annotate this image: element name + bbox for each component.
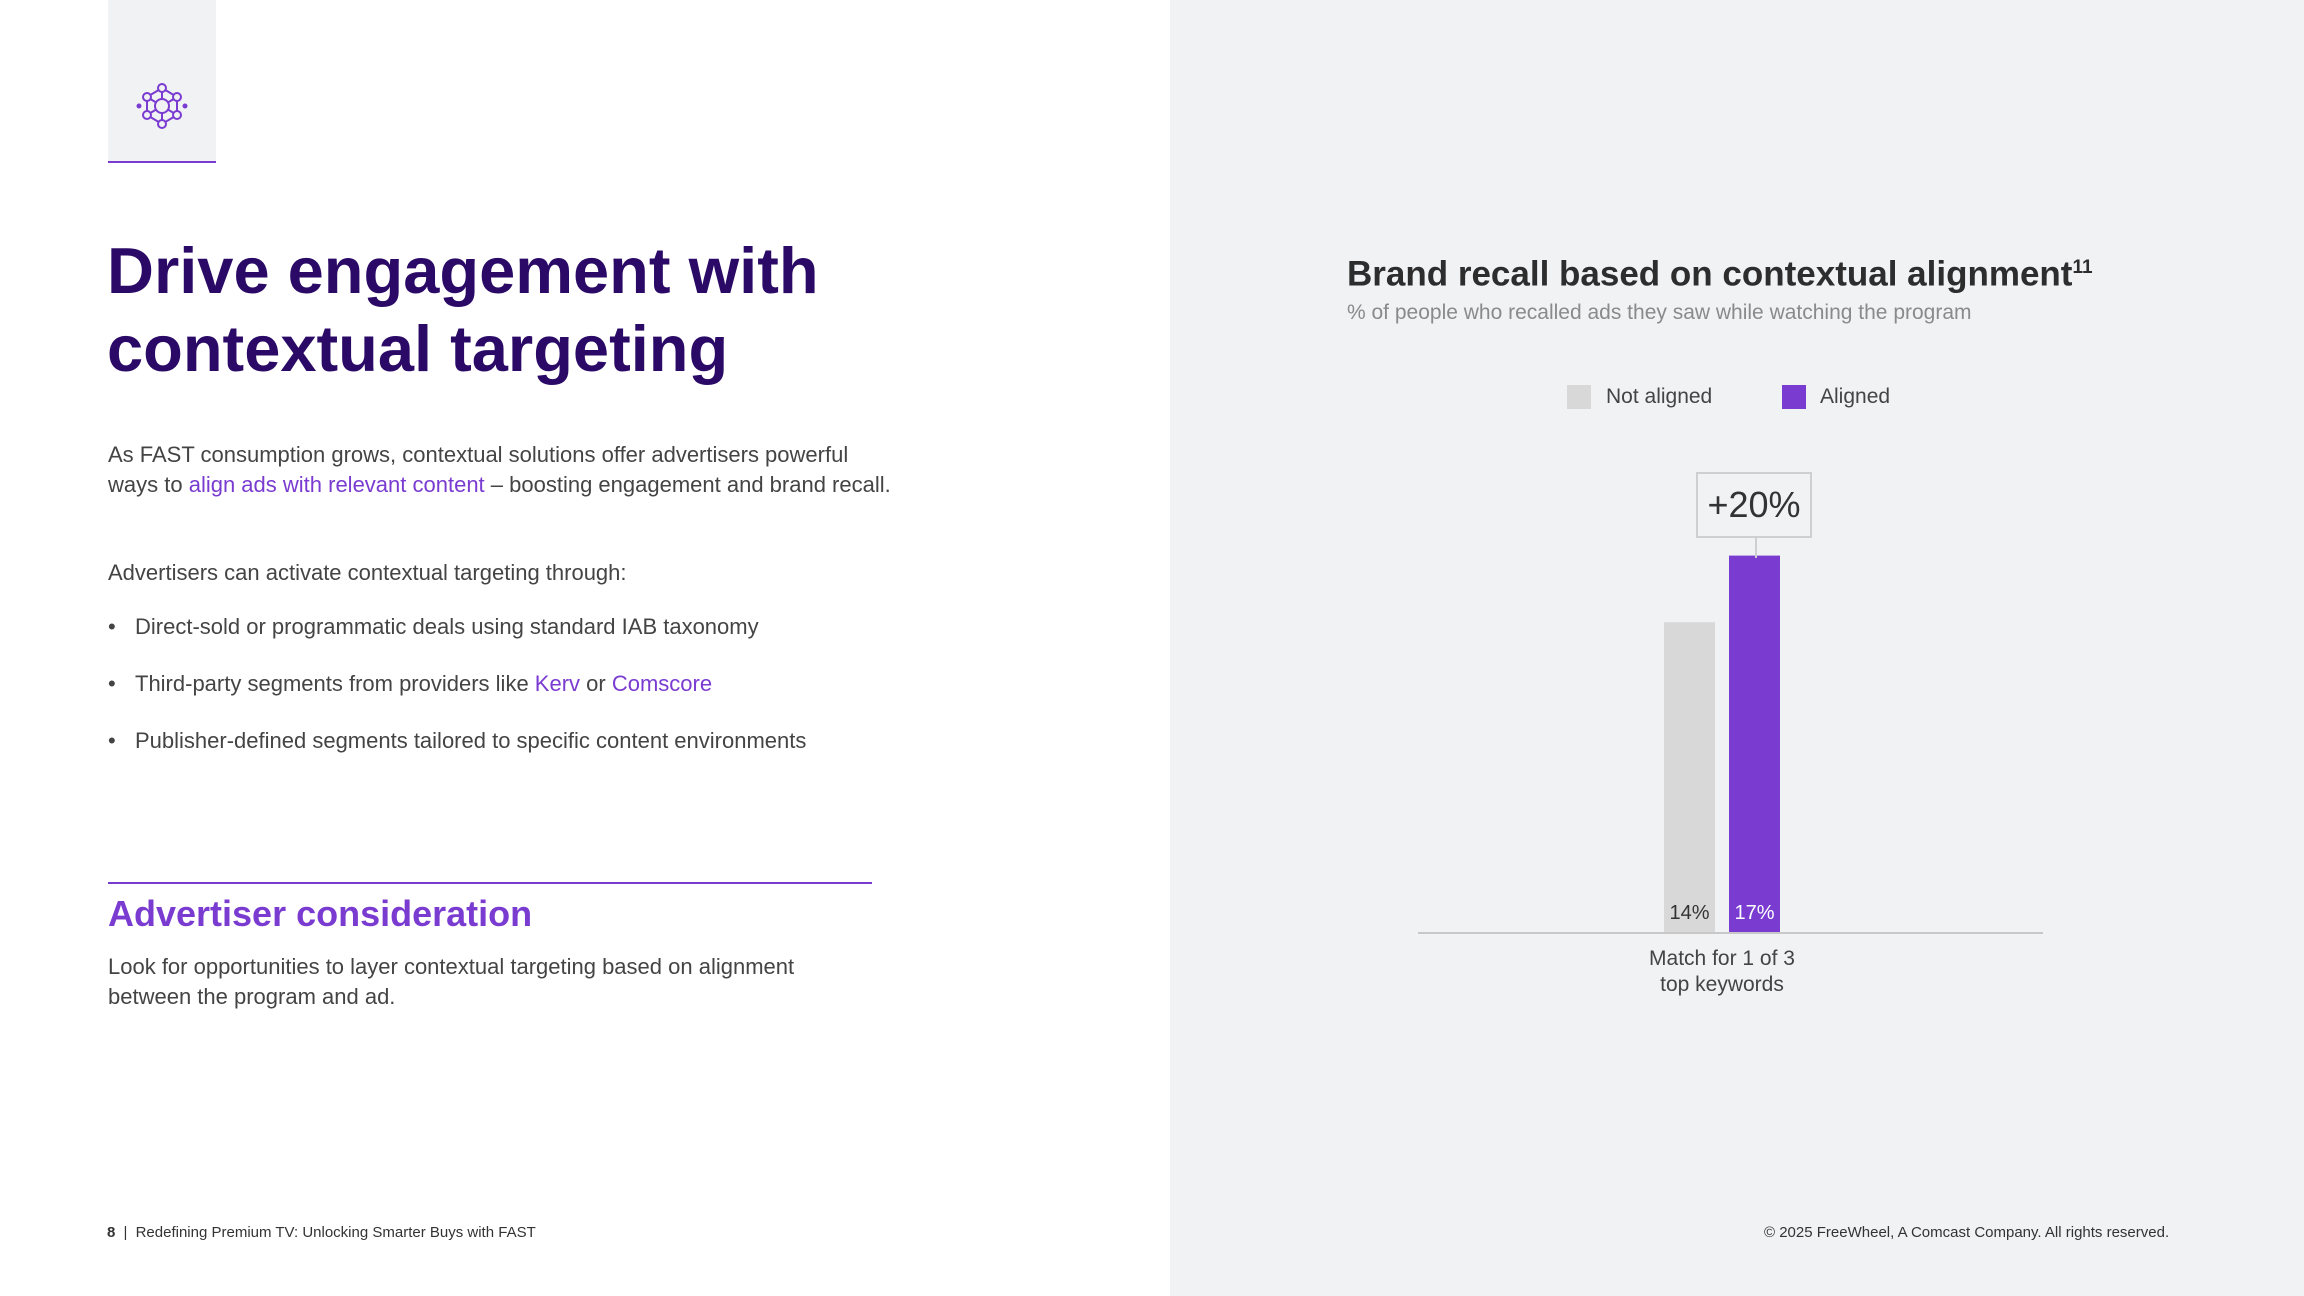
bullet-1-text: Direct-sold or programmatic deals using … (135, 614, 759, 639)
bar-value-label-not-aligned: 14% (1669, 902, 1710, 924)
footer-left: 8 | Redefining Premium TV: Unlocking Sma… (107, 1223, 536, 1243)
list-item: • Direct-sold or programmatic deals using… (108, 614, 759, 639)
align-ads-link[interactable]: align ads with relevant content (188, 472, 485, 497)
intro-text-2: – boosting engagement and brand recall. (484, 472, 891, 497)
footer-separator: | (123, 1224, 128, 1241)
consideration-body: Look for opportunities to layer contextu… (108, 954, 795, 1009)
consideration-title: Advertiser consideration (108, 893, 533, 934)
chart-title-footnote: 11 (2072, 257, 2093, 278)
chart-title: Brand recall based on contextual alignme… (1347, 243, 2093, 300)
footer-doc-title: Redefining Premium TV: Unlocking Smarter… (135, 1224, 536, 1241)
chart-panel (1170, 0, 2304, 1296)
legend-swatch-aligned (1782, 385, 1806, 409)
intro-text-1: As FAST consumption grows, contextual so… (108, 442, 849, 497)
page-title: Drive engagement with contextual targeti… (107, 232, 987, 388)
consideration-divider (108, 882, 872, 884)
callout-connector (1755, 538, 1757, 558)
network-icon (136, 83, 188, 129)
category-line-1: Match for 1 of 3 (1649, 947, 1795, 970)
title-line-1: Drive engagement with (107, 234, 819, 307)
page-number: 8 (107, 1224, 116, 1241)
list-item: • Publisher-defined segments tailored to … (108, 728, 807, 753)
chart-title-text: Brand recall based on contextual alignme… (1347, 254, 2073, 294)
bar-value-label-aligned: 17% (1734, 902, 1775, 924)
legend-label-not-aligned: Not aligned (1606, 385, 1713, 408)
activate-text: Advertisers can activate contextual targ… (108, 560, 627, 585)
x-axis-category-label: Match for 1 of 3 top keywords (1590, 946, 1854, 998)
category-line-2: top keywords (1660, 973, 1784, 996)
difference-callout: +20% (1696, 472, 1812, 538)
legend-swatch-not-aligned (1567, 385, 1591, 409)
bullet-3-text: Publisher-defined segments tailored to s… (135, 728, 807, 753)
list-item: • Third-party segments from providers lik… (108, 671, 713, 696)
bullet-2-mid: or (580, 671, 612, 696)
icon-tab (108, 0, 216, 163)
kerv-link[interactable]: Kerv (534, 671, 581, 696)
bullet-list: • Direct-sold or programmatic deals using… (108, 612, 806, 783)
bullet-2-prefix: Third-party segments from providers like (135, 671, 535, 696)
chart-subtitle: % of people who recalled ads they saw wh… (1347, 301, 1972, 324)
title-line-2: contextual targeting (107, 312, 729, 385)
legend-label-aligned: Aligned (1820, 385, 1891, 408)
comscore-link[interactable]: Comscore (611, 671, 713, 696)
copyright: © 2025 FreeWheel, A Comcast Company. All… (1764, 1224, 2170, 1241)
intro-paragraph: As FAST consumption grows, contextual so… (108, 440, 898, 500)
